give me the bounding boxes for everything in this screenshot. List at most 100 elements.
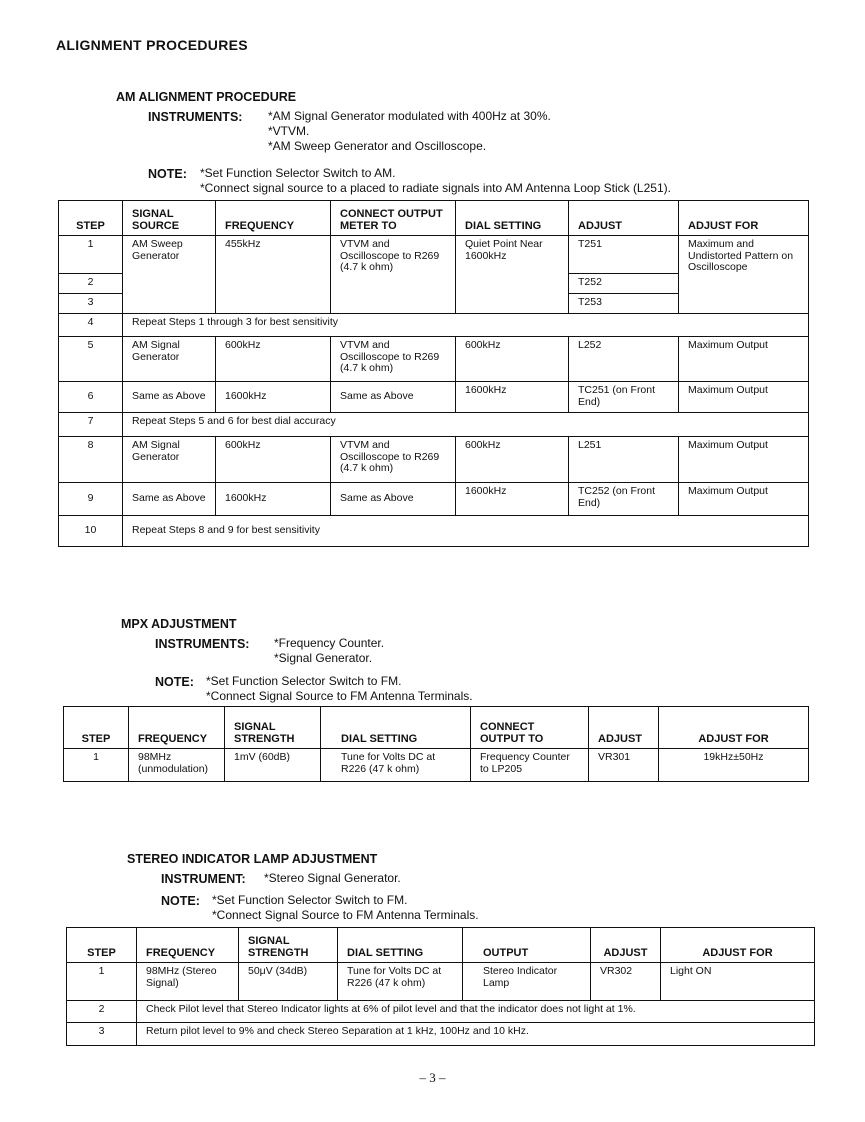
instrument: *Stereo Signal Generator. <box>264 871 401 885</box>
table-row: 3 T253 <box>58 293 809 314</box>
note: *Connect Signal Source to FM Antenna Ter… <box>206 689 473 703</box>
table-cell: T252 <box>568 273 679 294</box>
stereo-instruments: *Stereo Signal Generator. <box>264 871 401 886</box>
page-number: – 3 – <box>419 1070 446 1085</box>
table-cell: 7 <box>58 412 123 437</box>
col-header: SIGNAL SOURCE <box>122 200 216 236</box>
table-row: 10 Repeat Steps 8 and 9 for best sensiti… <box>58 515 809 547</box>
instrument: *Frequency Counter. <box>274 636 385 650</box>
table-cell: VTVM and Oscilloscope to R269 (4.7 k ohm… <box>330 436 456 483</box>
table-cell: 1 <box>63 748 129 782</box>
table-cell: Repeat Steps 5 and 6 for best dial accur… <box>122 412 809 437</box>
mpx-heading: MPX ADJUSTMENT <box>121 617 237 631</box>
table-cell: Maximum Output <box>678 336 809 382</box>
table-header: STEP FREQUENCY SIGNAL STRENGTH DIAL SETT… <box>66 927 815 963</box>
mpx-instruments-label: INSTRUMENTS: <box>155 637 250 651</box>
table-cell: 10 <box>58 515 123 547</box>
page-title: ALIGNMENT PROCEDURES <box>56 37 248 53</box>
table-cell: L251 <box>568 436 679 483</box>
table-cell: 455kHz <box>215 235 331 314</box>
col-header: SIGNAL STRENGTH <box>224 706 321 749</box>
stereo-table: STEP FREQUENCY SIGNAL STRENGTH DIAL SETT… <box>66 927 815 1046</box>
table-cell: Tune for Volts DC at R226 (47 k ohm) <box>320 748 471 782</box>
table-cell: 2 <box>66 1000 137 1023</box>
table-cell: 1600kHz <box>215 381 331 413</box>
table-cell: Repeat Steps 8 and 9 for best sensitivit… <box>122 515 809 547</box>
note: *Connect Signal Source to FM Antenna Ter… <box>212 908 479 922</box>
col-header: DIAL SETTING <box>455 200 569 236</box>
col-header: ADJUST <box>568 200 679 236</box>
table-row: 2 T252 <box>58 273 809 294</box>
col-header: ADJUST <box>588 706 659 749</box>
instrument: *VTVM. <box>268 124 310 138</box>
table-cell: 600kHz <box>215 436 331 483</box>
table-cell: 2 <box>58 273 123 294</box>
table-cell: Maximum and Undistorted Pattern on Oscil… <box>678 235 809 314</box>
table-cell: 4 <box>58 313 123 337</box>
note: *Set Function Selector Switch to AM. <box>200 166 396 180</box>
stereo-note-label: NOTE: <box>161 894 200 908</box>
am-notes: *Set Function Selector Switch to AM. *Co… <box>200 166 671 196</box>
mpx-notes: *Set Function Selector Switch to FM. *Co… <box>206 674 473 704</box>
col-header: ADJUST FOR <box>658 706 809 749</box>
table-row: 2 Check Pilot level that Stereo Indicato… <box>66 1000 815 1023</box>
instrument: *AM Signal Generator modulated with 400H… <box>268 109 551 123</box>
table-cell: TC252 (on Front End) <box>568 482 679 516</box>
table-cell: 19kHz±50Hz <box>658 748 809 782</box>
table-cell: VR301 <box>588 748 659 782</box>
table-cell: 1 <box>58 235 123 274</box>
table-row: 1 98MHz (Stereo Signal) 50μV (34dB) Tune… <box>66 962 815 1001</box>
table-cell: Light ON <box>660 962 815 1001</box>
col-header: SIGNAL STRENGTH <box>238 927 338 963</box>
table-cell: T253 <box>568 293 679 314</box>
table-cell: 50μV (34dB) <box>238 962 338 1001</box>
table-cell: Same as Above <box>122 381 216 413</box>
table-cell: Same as Above <box>330 381 456 413</box>
col-header: STEP <box>63 706 129 749</box>
table-cell: VR302 <box>590 962 661 1001</box>
stereo-instruments-label: INSTRUMENT: <box>161 872 246 886</box>
table-cell: 3 <box>66 1022 137 1046</box>
note: *Connect signal source to a placed to ra… <box>200 181 671 195</box>
col-header: DIAL SETTING <box>320 706 471 749</box>
table-cell: Maximum Output <box>678 381 809 413</box>
table-row: 5 AM Signal Generator 600kHz VTVM and Os… <box>58 336 809 382</box>
table-cell: 98MHz (unmodulation) <box>128 748 225 782</box>
note: *Set Function Selector Switch to FM. <box>212 893 408 907</box>
note: *Set Function Selector Switch to FM. <box>206 674 402 688</box>
table-cell: 1mV (60dB) <box>224 748 321 782</box>
table-cell: Return pilot level to 9% and check Stere… <box>136 1022 815 1046</box>
table-cell: Tune for Volts DC at R226 (47 k ohm) <box>337 962 463 1001</box>
table-cell: 600kHz <box>455 336 569 382</box>
table-row: 7 Repeat Steps 5 and 6 for best dial acc… <box>58 412 809 437</box>
table-row: 4 Repeat Steps 1 through 3 for best sens… <box>58 313 809 337</box>
table-cell: Frequency Counter to LP205 <box>470 748 589 782</box>
table-row: 3 Return pilot level to 9% and check Ste… <box>66 1022 815 1046</box>
table-cell: 5 <box>58 336 123 382</box>
table-cell: 1 <box>66 962 137 1001</box>
am-table: STEP SIGNAL SOURCE FREQUENCY CONNECT OUT… <box>58 200 809 547</box>
col-header: STEP <box>66 927 137 963</box>
stereo-heading: STEREO INDICATOR LAMP ADJUSTMENT <box>127 852 378 866</box>
table-row: 9 Same as Above 1600kHz Same as Above 16… <box>58 482 809 516</box>
table-cell: 600kHz <box>215 336 331 382</box>
mpx-table: STEP FREQUENCY SIGNAL STRENGTH DIAL SETT… <box>63 706 809 782</box>
col-header: ADJUST FOR <box>660 927 815 963</box>
am-instruments-label: INSTRUMENTS: <box>148 110 243 124</box>
col-header: CONNECT OUTPUT TO <box>470 706 589 749</box>
table-cell: Quiet Point Near 1600kHz <box>455 235 569 314</box>
table-row: 1 AM Sweep Generator 455kHz VTVM and Osc… <box>58 235 809 314</box>
table-cell: Maximum Output <box>678 482 809 516</box>
table-cell: Check Pilot level that Stereo Indicator … <box>136 1000 815 1023</box>
stereo-notes: *Set Function Selector Switch to FM. *Co… <box>212 893 479 923</box>
am-note-label: NOTE: <box>148 167 187 181</box>
table-cell: 9 <box>58 482 123 516</box>
table-row: 6 Same as Above 1600kHz Same as Above 16… <box>58 381 809 413</box>
mpx-instruments: *Frequency Counter. *Signal Generator. <box>274 636 384 666</box>
col-header: ADJUST <box>590 927 661 963</box>
table-header: STEP SIGNAL SOURCE FREQUENCY CONNECT OUT… <box>58 200 809 236</box>
table-cell: AM Signal Generator <box>122 336 216 382</box>
instrument: *AM Sweep Generator and Oscilloscope. <box>268 139 487 153</box>
am-heading: AM ALIGNMENT PROCEDURE <box>116 90 297 104</box>
table-cell: 1600kHz <box>455 482 569 516</box>
